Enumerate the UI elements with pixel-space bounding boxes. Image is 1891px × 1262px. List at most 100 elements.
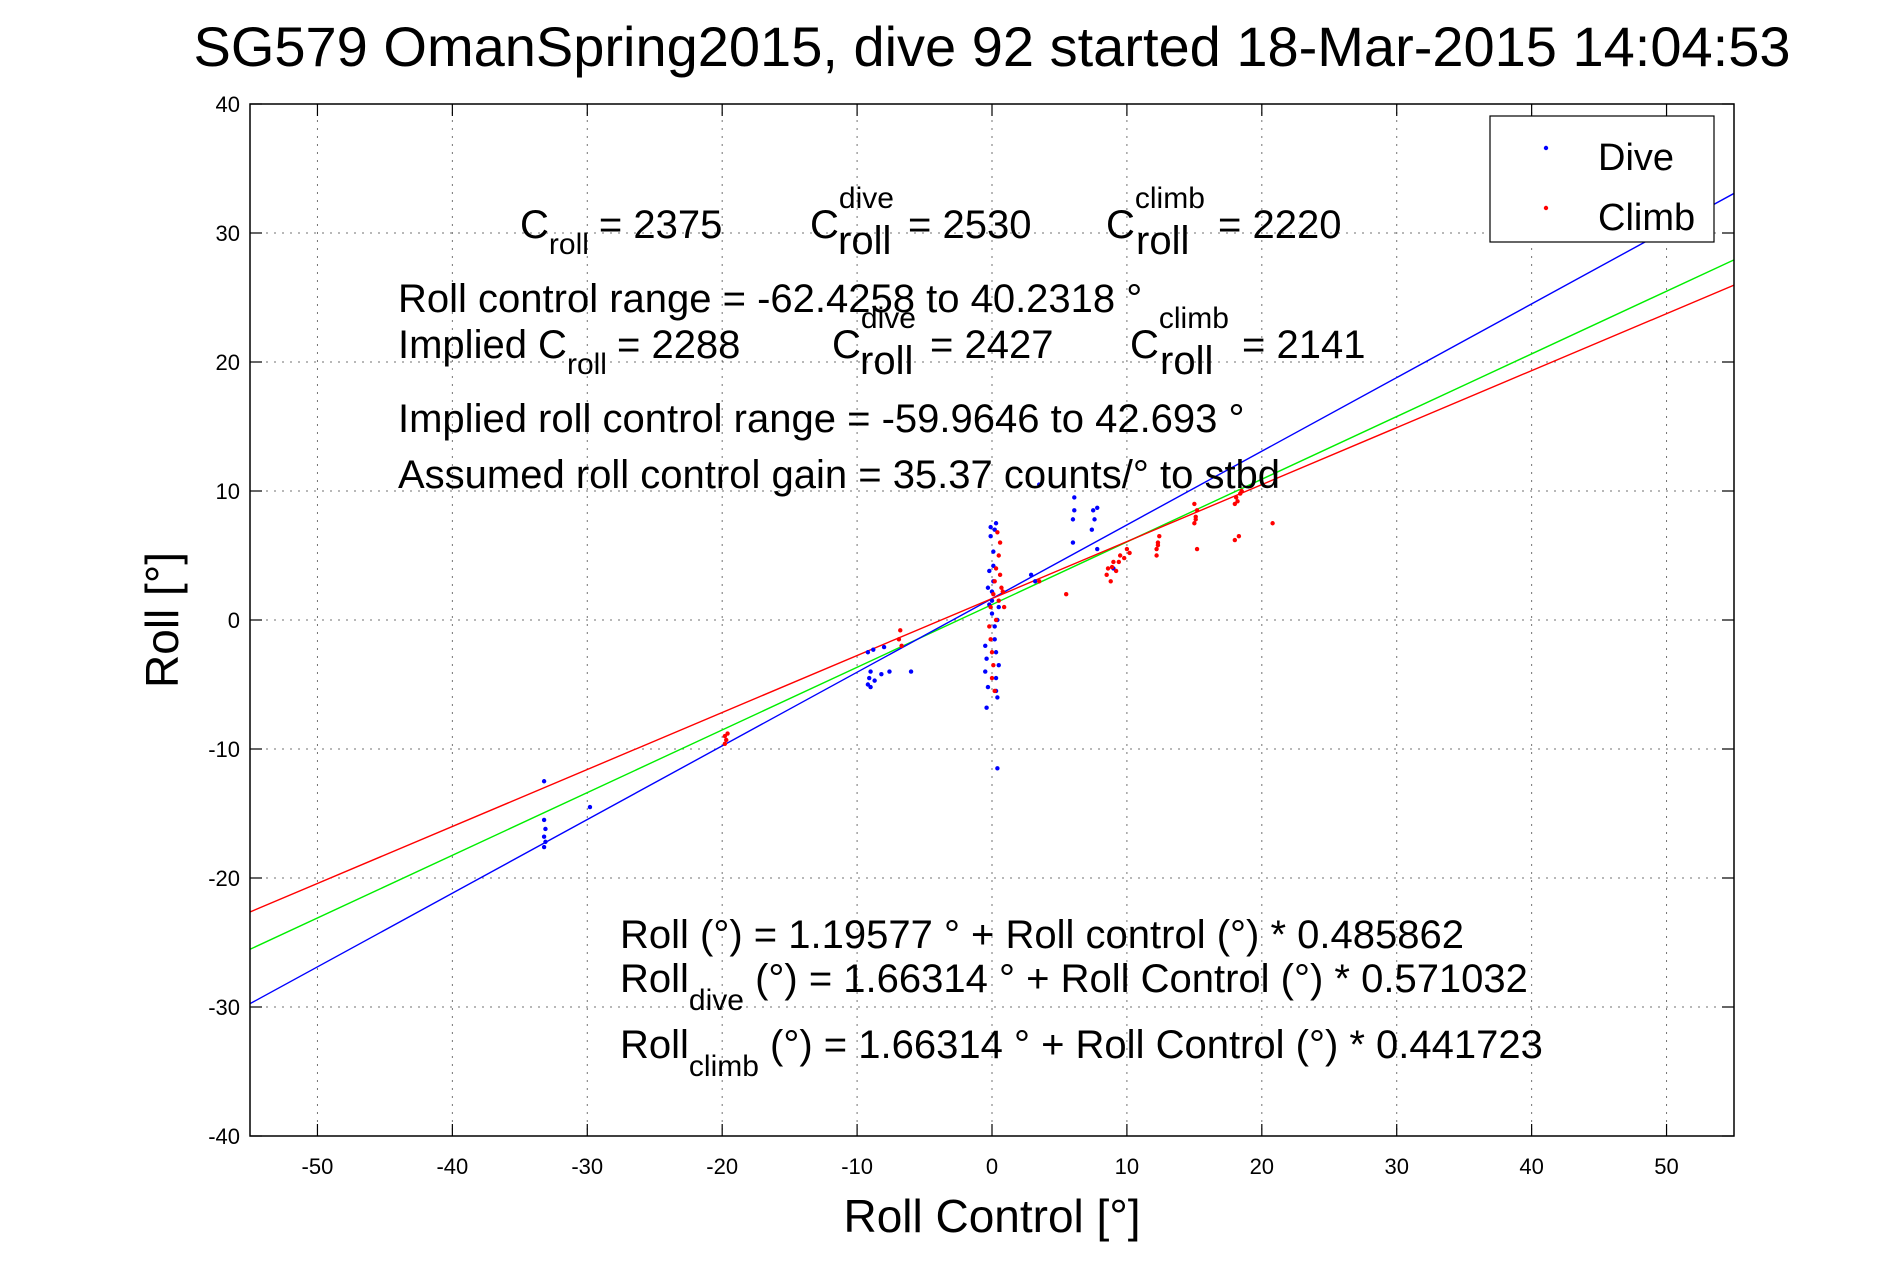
point-dive [543,826,548,832]
point-climb [991,592,996,597]
annotation-implied: Implied Croll = 2288 [398,323,740,381]
legend-marker-dive [1543,145,1549,151]
legend: Dive Climb [1489,115,1715,243]
legend-box [1489,115,1715,243]
legend-entry-climb: Climb [1598,197,1695,239]
legend-marker-climb [1543,205,1549,211]
point-dive [1095,546,1100,552]
x-tick-label: -30 [571,1154,603,1179]
point-climb [1270,521,1275,526]
y-tick-label: -40 [208,1124,240,1149]
chart-title: SG579 OmanSpring2015, dive 92 started 18… [193,15,1790,78]
tick-labels: -50 -40 -30 -20 -10 0 10 20 30 40 50 -40 -30 -20 -10 0 1… [208,92,1679,1179]
point-dive [1070,517,1076,522]
point-climb [1193,517,1198,522]
annotation-c-roll: Croll = 2375 [520,203,722,261]
point-dive [992,637,997,642]
point-dive [992,624,997,629]
x-tick-label: 50 [1654,1154,1678,1179]
fit-line-roll [250,259,1734,950]
point-dive [988,524,993,530]
point-climb [1037,579,1042,584]
annotation-c-dive-sub: roll [838,219,891,263]
annotation-implied-climb: Cclimb [1130,302,1229,367]
point-climb [1192,501,1197,507]
y-tick-label: -20 [208,866,240,891]
point-dive [1095,505,1100,510]
x-tick-label: -50 [302,1154,334,1179]
point-dive [993,650,999,655]
point-climb [996,553,1001,558]
point-climb [1154,553,1159,558]
point-dive [879,671,884,677]
y-tick-label: 30 [216,221,240,246]
point-climb [1235,499,1240,504]
point-climb [1105,566,1111,571]
point-dive [865,650,871,655]
point-climb [993,617,999,623]
y-tick-label: 10 [216,479,240,504]
point-climb [1192,521,1197,526]
point-dive [543,839,548,845]
annotation-c-dive-val: = 2530 [908,203,1031,247]
annotation-range: Roll control range = -62.4258 to 40.2318… [398,277,1142,321]
point-dive [541,817,547,823]
annotation-implied-climb-sub: roll [1160,339,1213,383]
annotation-eq-roll: Roll (°) = 1.19577 ° + Roll control (°) … [620,913,1464,957]
point-climb [992,579,997,584]
point-dive [1032,579,1038,584]
point-climb [1232,537,1238,543]
point-climb [1194,546,1200,552]
grid-layer [250,103,1734,1137]
y-tick-label: -10 [208,737,240,762]
point-dive [871,647,876,652]
point-dive [1070,540,1076,545]
point-dive [989,598,995,603]
y-tick-label: -30 [208,995,240,1020]
x-tick-label: 40 [1519,1154,1543,1179]
point-climb [1157,533,1162,539]
point-climb [1127,550,1132,556]
annotation-gain: Assumed roll control gain = 35.37 counts… [398,453,1280,497]
point-dive [1072,495,1077,500]
x-tick-label: 10 [1115,1154,1139,1179]
point-climb [988,604,993,610]
point-dive [995,695,1000,700]
point-climb [999,585,1004,590]
x-tick-label: -40 [436,1154,468,1179]
y-axis-label: Roll [°] [136,552,188,688]
point-climb [1155,542,1161,548]
point-dive [867,675,872,681]
point-climb [1124,546,1130,552]
point-dive [1037,482,1042,487]
point-climb [1236,533,1242,539]
point-dive [983,643,988,648]
annotation-implied-dive-sub: roll [860,339,913,383]
point-dive [991,549,996,554]
point-climb [1111,559,1116,565]
point-dive [984,705,989,710]
y-tick-label: 0 [228,608,240,633]
point-dive [987,568,992,574]
point-climb [997,572,1003,578]
point-climb [1233,495,1239,500]
point-climb [1113,568,1119,574]
point-dive [1089,527,1095,532]
point-dive [995,766,1000,771]
point-dive [908,669,914,674]
point-dive [993,675,999,681]
point-climb [1117,553,1123,558]
legend-entry-dive: Dive [1598,137,1674,179]
point-dive [887,669,892,674]
annotations: Croll = 2375 Cdive roll = 2530 Cclimb rol… [398,182,1543,1083]
x-tick-label: 30 [1384,1154,1408,1179]
point-climb [1154,546,1159,552]
annotation-c-climb-val: = 2220 [1218,203,1341,247]
point-climb [989,675,995,681]
point-dive [587,804,593,810]
annotation-implied-range: Implied roll control range = -59.9646 to… [398,397,1245,441]
point-climb [997,540,1003,545]
point-climb [896,637,902,642]
point-climb [1238,491,1243,496]
